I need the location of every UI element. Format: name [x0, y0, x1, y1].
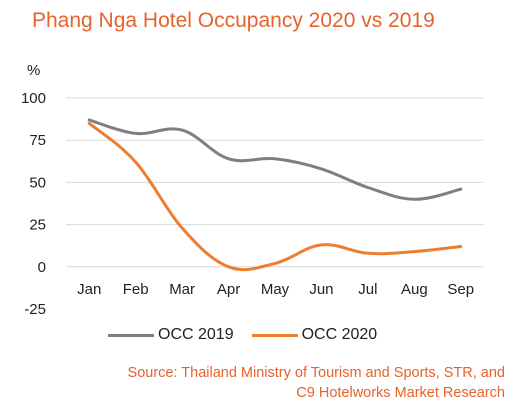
- series-lines: [87, 118, 463, 272]
- legend-item-occ-2019: OCC 2019: [108, 326, 234, 344]
- legend-item-occ-2020: OCC 2020: [251, 326, 378, 344]
- source-line-1: Source: Thailand Ministry of Tourism and…: [127, 365, 505, 381]
- x-tick-label: Sep: [447, 281, 474, 298]
- y-tick-label: 0: [38, 259, 46, 276]
- legend: OCC 2019 OCC 2020: [108, 326, 395, 344]
- legend-swatch-occ-2020: [251, 333, 298, 337]
- y-tick-label: 50: [29, 174, 46, 191]
- y-axis-tick-labels: 100 75 50 25 0 -25: [21, 90, 46, 318]
- legend-label-occ-2020: OCC 2020: [301, 326, 378, 343]
- source-note: Source: Thailand Ministry of Tourism and…: [128, 363, 505, 403]
- chart-title: Phang Nga Hotel Occupancy 2020 vs 2019: [32, 9, 435, 32]
- y-axis-unit-label: %: [27, 62, 41, 79]
- source-line-2: C9 Hotelworks Market Research: [296, 385, 505, 401]
- grid-lines: [66, 97, 484, 268]
- legend-label-occ-2019: OCC 2019: [158, 326, 234, 343]
- legend-swatch-occ-2019: [108, 333, 154, 337]
- x-tick-label: Mar: [169, 281, 195, 298]
- y-tick-label: -25: [24, 301, 46, 318]
- x-tick-label: May: [261, 281, 290, 298]
- y-tick-label: 25: [29, 217, 46, 234]
- x-tick-label: Feb: [123, 281, 149, 298]
- x-tick-label: Jul: [358, 281, 377, 298]
- x-tick-label: Jan: [77, 281, 101, 298]
- x-tick-label: Aug: [401, 281, 428, 298]
- y-tick-label: 75: [29, 132, 46, 149]
- series-line-occ-2019: [87, 118, 463, 201]
- x-axis-tick-labels: Jan Feb Mar Apr May Jun Jul Aug Sep: [77, 281, 474, 298]
- x-tick-label: Apr: [217, 281, 240, 298]
- y-tick-label: 100: [21, 90, 46, 107]
- x-tick-label: Jun: [309, 281, 333, 298]
- series-line-occ-2020: [87, 121, 463, 272]
